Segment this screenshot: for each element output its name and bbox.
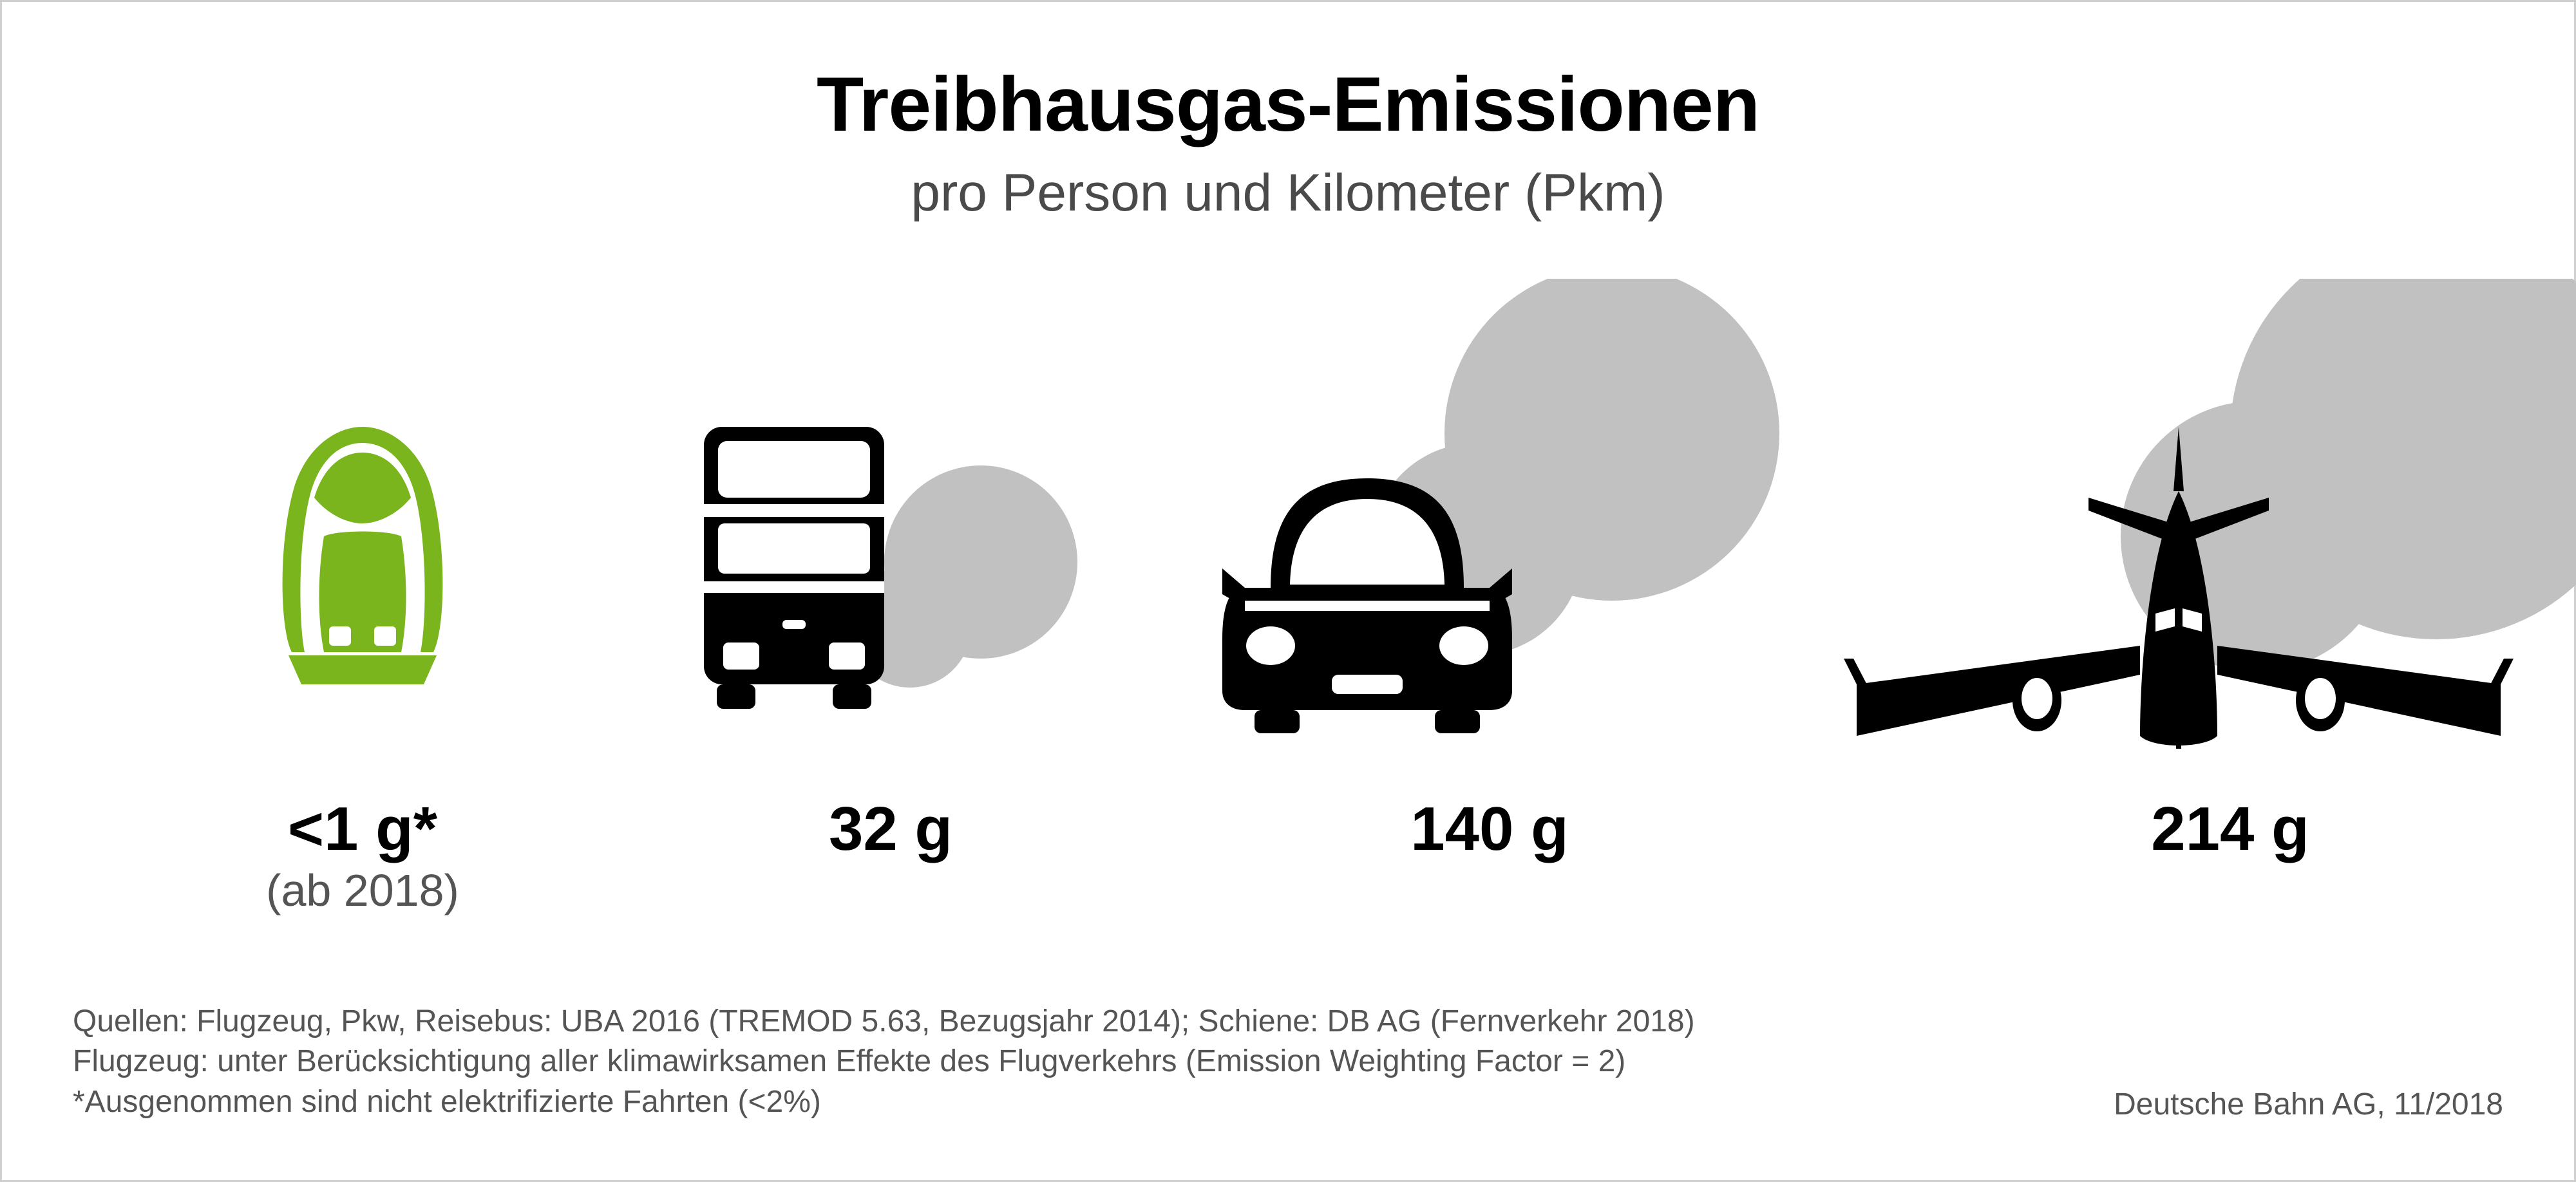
item-car: 140 g <box>1200 279 1779 923</box>
value-label: <1 g* <box>156 794 569 865</box>
value-label: 140 g <box>1200 794 1779 865</box>
footnote-line: *Ausgenommen sind nicht elektrifizierte … <box>73 1082 1695 1122</box>
footnote-line: Quellen: Flugzeug, Pkw, Reisebus: UBA 20… <box>73 1002 1695 1042</box>
footnotes: Quellen: Flugzeug, Pkw, Reisebus: UBA 20… <box>73 1002 1695 1122</box>
footnote-line: Flugzeug: unter Berücksichtigung aller k… <box>73 1042 1695 1082</box>
item-bus: 32 g <box>659 279 1122 923</box>
subtitle: pro Person und Kilometer (Pkm) <box>2 163 2574 223</box>
value-label: 214 g <box>1844 794 2576 865</box>
title: Treibhausgas-Emissionen <box>2 60 2574 149</box>
items-row: <1 g* (ab 2018) <box>79 279 2497 923</box>
item-train: <1 g* (ab 2018) <box>156 279 569 923</box>
bus-icon <box>659 279 1122 781</box>
value-note: (ab 2018) <box>156 865 569 916</box>
infographic-canvas: Treibhausgas-Emissionen pro Person und K… <box>0 0 2576 1182</box>
attribution: Deutsche Bahn AG, 11/2018 <box>2114 1087 2503 1122</box>
value-label: 32 g <box>659 794 1122 865</box>
train-icon <box>156 279 569 781</box>
plane-icon <box>1844 279 2576 781</box>
item-plane: 214 g <box>1844 279 2576 923</box>
car-icon <box>1200 279 1779 781</box>
